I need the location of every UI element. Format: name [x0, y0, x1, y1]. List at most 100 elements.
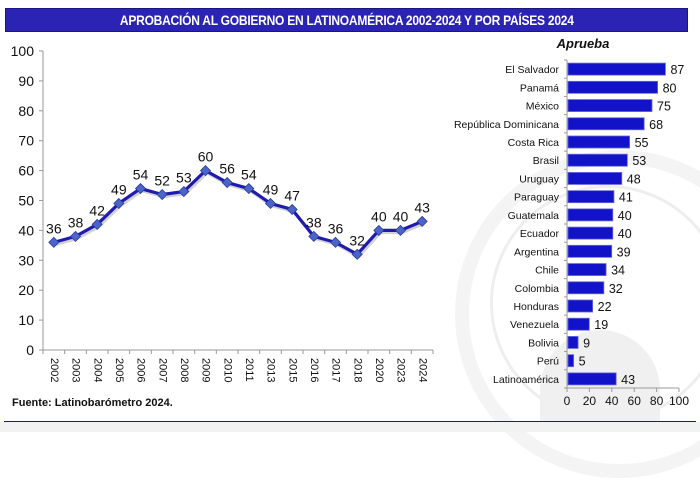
line-x-tick-label: 2024: [416, 358, 428, 382]
line-data-label: 47: [284, 187, 300, 203]
line-x-tick-label: 2010: [221, 358, 233, 382]
line-data-label: 38: [68, 214, 84, 230]
bar: [567, 117, 645, 131]
bar-category-label: República Dominicana: [454, 119, 559, 131]
bar-category-label: Latinoamérica: [493, 374, 559, 386]
line-x-tick-label: 2013: [265, 358, 277, 382]
bar-category-label: Perú: [537, 356, 559, 368]
bar: [567, 244, 613, 258]
line-data-label: 32: [349, 232, 365, 248]
line-x-tick-label: 2005: [113, 358, 125, 382]
bar-category-label: Ecuador: [520, 228, 560, 240]
line-point-marker: [91, 218, 103, 230]
bar-x-tick-label: 100: [669, 394, 689, 408]
line-data-label: 36: [46, 220, 62, 236]
line-x-tick-label: 2006: [135, 358, 147, 382]
bar: [567, 190, 615, 204]
bar: [567, 80, 658, 94]
line-data-label: 43: [414, 199, 430, 215]
bar-x-tick-label: 80: [650, 394, 664, 408]
line-x-tick-label: 2015: [286, 358, 298, 382]
line-x-tick-label: 2017: [330, 358, 342, 382]
line-point-marker: [373, 224, 385, 236]
bar-category-label: Venezuela: [510, 319, 559, 331]
line-y-tick-label: 10: [18, 312, 34, 328]
bar-data-label: 75: [657, 100, 671, 114]
bar: [567, 317, 590, 331]
bar-category-label: Guatemala: [508, 210, 560, 222]
bar-category-label: Argentina: [514, 246, 559, 258]
bar: [567, 135, 630, 149]
line-point-marker: [178, 185, 190, 198]
line-x-tick-label: 2011: [243, 358, 255, 382]
bar-x-tick-label: 20: [583, 394, 597, 408]
bar-data-label: 55: [635, 136, 649, 150]
line-x-tick-label: 2004: [91, 358, 103, 382]
line-point-marker: [416, 215, 428, 227]
bar: [567, 281, 605, 295]
line-point-marker: [199, 165, 212, 177]
line-data-label: 54: [241, 167, 257, 183]
line-data-label: 56: [219, 161, 235, 177]
bar-data-label: 87: [670, 63, 684, 77]
bar-data-label: 43: [621, 373, 635, 387]
line-data-label: 36: [328, 220, 344, 236]
bar: [567, 208, 614, 222]
bar-data-label: 22: [598, 300, 612, 314]
line-x-tick-label: 2020: [373, 358, 385, 382]
line-x-tick-label: 2008: [178, 358, 190, 382]
line-point-marker: [48, 236, 60, 248]
line-point-marker: [243, 182, 255, 195]
line-data-label: 53: [176, 170, 192, 186]
bottom-divider: [4, 421, 696, 422]
bar-x-tick-label: 0: [564, 394, 571, 408]
line-data-label: 52: [154, 173, 170, 189]
bar-category-label: Uruguay: [519, 173, 559, 185]
bar-x-tick-label: 40: [605, 394, 619, 408]
bar-data-label: 41: [619, 191, 633, 205]
bar-data-label: 19: [594, 318, 608, 332]
line-x-tick-label: 2007: [156, 358, 168, 382]
bar-data-label: 40: [618, 227, 632, 241]
bar-data-label: 9: [583, 336, 590, 350]
line-point-marker: [156, 188, 168, 201]
line-point-marker: [69, 230, 82, 242]
bar-data-label: 39: [617, 245, 631, 259]
line-data-label: 49: [263, 181, 279, 197]
bar-data-label: 5: [579, 355, 586, 369]
line-data-label: 54: [133, 167, 149, 183]
bar-data-label: 53: [632, 154, 646, 168]
bar-category-label: Chile: [535, 265, 559, 277]
chart-title-bar: APROBACIÓN AL GOBIERNO EN LATINOAMÉRICA …: [5, 8, 688, 32]
bar: [567, 336, 579, 349]
line-data-label: 49: [111, 181, 127, 197]
line-data-label: 60: [198, 149, 214, 165]
bar: [567, 99, 653, 112]
line-y-tick-label: 20: [18, 282, 34, 298]
bar-category-label: Honduras: [513, 301, 559, 313]
line-point-marker: [308, 230, 320, 242]
bar: [567, 299, 594, 313]
line-y-tick-label: 60: [18, 163, 34, 179]
bar-data-label: 68: [649, 118, 663, 132]
bar: [567, 226, 614, 240]
bar-category-label: El Salvador: [505, 64, 559, 76]
line-y-tick-label: 0: [26, 342, 34, 358]
bar-chart-title: Aprueba: [556, 36, 610, 51]
line-point-marker: [221, 176, 233, 189]
bar-data-label: 34: [611, 264, 625, 278]
line-y-tick-label: 80: [18, 103, 34, 119]
bar-category-label: Colombia: [515, 283, 560, 295]
bar: [567, 263, 607, 276]
line-point-marker: [329, 236, 342, 248]
bar: [567, 62, 666, 76]
line-y-tick-label: 50: [18, 193, 34, 209]
line-x-tick-label: 2018: [351, 358, 363, 382]
line-y-tick-label: 90: [18, 73, 34, 89]
line-x-tick-label: 2002: [48, 358, 60, 382]
line-x-tick-label: 2016: [308, 358, 320, 382]
line-point-marker: [113, 197, 125, 210]
line-y-tick-label: 30: [18, 252, 34, 268]
bar-category-label: Brasil: [533, 155, 559, 167]
bar: [567, 153, 628, 167]
